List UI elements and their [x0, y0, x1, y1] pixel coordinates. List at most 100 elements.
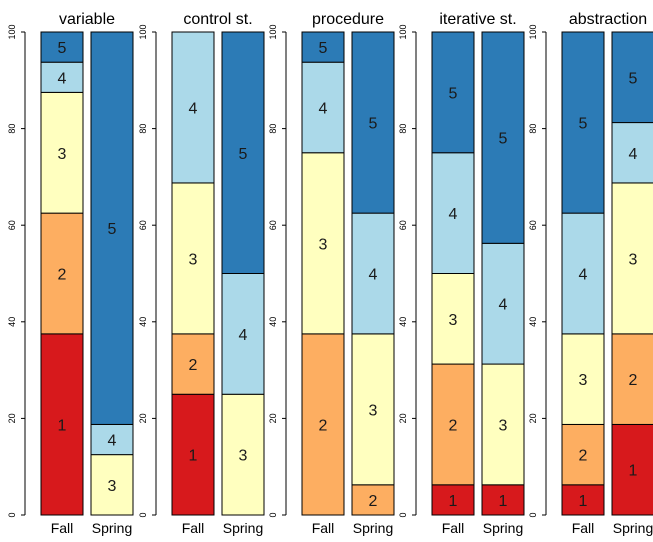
chart-panel-0: variable 0 20 40 60 80 100 1 2 3 4 5 Fall 3 4 5 Spring: [7, 11, 134, 536]
x-category-label: Spring: [613, 520, 653, 536]
bar-segment: [611, 333, 653, 425]
bar-segment: [351, 212, 395, 335]
chart-panel-4: abstraction 0 20 40 60 80 100 1 2 3 4 5 Fall 1 2 3 4 5 Spr…: [528, 11, 653, 536]
segment-label: 1: [189, 448, 198, 465]
bar-segment: [431, 363, 475, 486]
x-category-label: Spring: [483, 520, 523, 536]
y-tick-label: 0: [138, 512, 148, 517]
bar-segment: [221, 31, 265, 274]
bar-segment: [431, 31, 475, 154]
y-tick-label: 40: [528, 317, 538, 327]
y-tick-label: 20: [398, 413, 408, 423]
segment-label: 3: [579, 372, 588, 389]
bar-segment: [431, 273, 475, 365]
segment-label: 3: [499, 417, 508, 434]
segment-label: 1: [579, 493, 588, 510]
x-category-label: Spring: [92, 520, 132, 536]
bar-segment: [301, 61, 345, 154]
bar-segment: [561, 31, 605, 214]
x-category-label: Fall: [51, 520, 74, 536]
y-tick-label: 20: [528, 413, 538, 423]
segment-label: 4: [449, 206, 458, 223]
y-tick-label: 80: [268, 124, 278, 134]
bar-segment: [611, 182, 653, 335]
segment-label: 4: [579, 267, 588, 284]
segment-label: 5: [499, 131, 508, 148]
segment-label: 2: [629, 372, 638, 389]
y-tick-label: 100: [138, 24, 148, 39]
y-tick-label: 0: [7, 512, 17, 517]
x-category-label: Fall: [312, 520, 335, 536]
bar-segment: [301, 152, 345, 335]
bar-segment: [351, 333, 395, 486]
segment-label: 5: [108, 221, 117, 238]
segment-label: 2: [449, 417, 458, 434]
segment-label: 3: [108, 478, 117, 495]
bar-segment: [561, 423, 605, 486]
bar-segment: [561, 333, 605, 425]
segment-label: 2: [58, 267, 67, 284]
y-tick-label: 20: [138, 413, 148, 423]
bar-segment: [171, 393, 215, 516]
y-tick-label: 100: [528, 24, 538, 39]
bar-segment: [351, 484, 395, 516]
segment-label: 5: [369, 116, 378, 133]
y-tick-label: 20: [268, 413, 278, 423]
bar-segment: [481, 242, 525, 365]
y-tick-label: 0: [398, 512, 408, 517]
segment-label: 3: [319, 236, 328, 253]
segment-label: 4: [369, 267, 378, 284]
segment-label: 5: [319, 40, 328, 57]
panel-title: variable: [59, 11, 115, 28]
segment-label: 5: [629, 70, 638, 87]
y-tick-label: 60: [528, 220, 538, 230]
segment-label: 3: [369, 402, 378, 419]
segment-label: 1: [629, 463, 638, 480]
segment-label: 4: [189, 100, 198, 117]
segment-label: 1: [499, 493, 508, 510]
chart-panel-2: procedure 0 20 40 60 80 100 2 3 4 5 Fall 2 3 4 5 Spring: [268, 11, 395, 536]
segment-label: 1: [449, 493, 458, 510]
y-tick-label: 60: [398, 220, 408, 230]
segment-label: 4: [58, 70, 67, 87]
bar-segment: [171, 182, 215, 335]
bar-segment: [40, 91, 84, 214]
bar-segment: [481, 31, 525, 244]
segment-label: 5: [58, 40, 67, 57]
bar-segment: [351, 31, 395, 214]
x-category-label: Spring: [223, 520, 263, 536]
chart-panel-3: iterative st. 0 20 40 60 80 100 1 2 3 4 5 Fall 1 3 4 5 Sp…: [398, 11, 525, 536]
x-category-label: Spring: [353, 520, 393, 536]
segment-label: 2: [369, 493, 378, 510]
y-tick-label: 80: [398, 124, 408, 134]
panel-title: abstraction: [569, 11, 647, 28]
bar-segment: [40, 31, 84, 63]
bar-segment: [90, 31, 134, 425]
x-category-label: Fall: [442, 520, 465, 536]
panel-title: control st.: [183, 11, 252, 28]
bar-segment: [221, 393, 265, 516]
bar-segment: [611, 122, 653, 184]
segment-label: 3: [629, 251, 638, 268]
y-tick-label: 0: [268, 512, 278, 517]
bar-segment: [301, 333, 345, 516]
bar-segment: [40, 333, 84, 516]
y-tick-label: 80: [138, 124, 148, 134]
bar-segment: [561, 212, 605, 335]
y-tick-label: 40: [398, 317, 408, 327]
segment-label: 4: [499, 297, 508, 314]
segment-label: 5: [449, 85, 458, 102]
segment-label: 2: [579, 448, 588, 465]
bar-segment: [40, 61, 84, 93]
y-tick-label: 20: [7, 413, 17, 423]
y-tick-label: 0: [528, 512, 538, 517]
y-tick-label: 40: [7, 317, 17, 327]
segment-label: 3: [239, 448, 248, 465]
segment-label: 3: [189, 251, 198, 268]
segment-label: 4: [629, 146, 638, 163]
y-tick-label: 100: [7, 24, 17, 39]
y-tick-label: 100: [268, 24, 278, 39]
x-category-label: Fall: [182, 520, 205, 536]
